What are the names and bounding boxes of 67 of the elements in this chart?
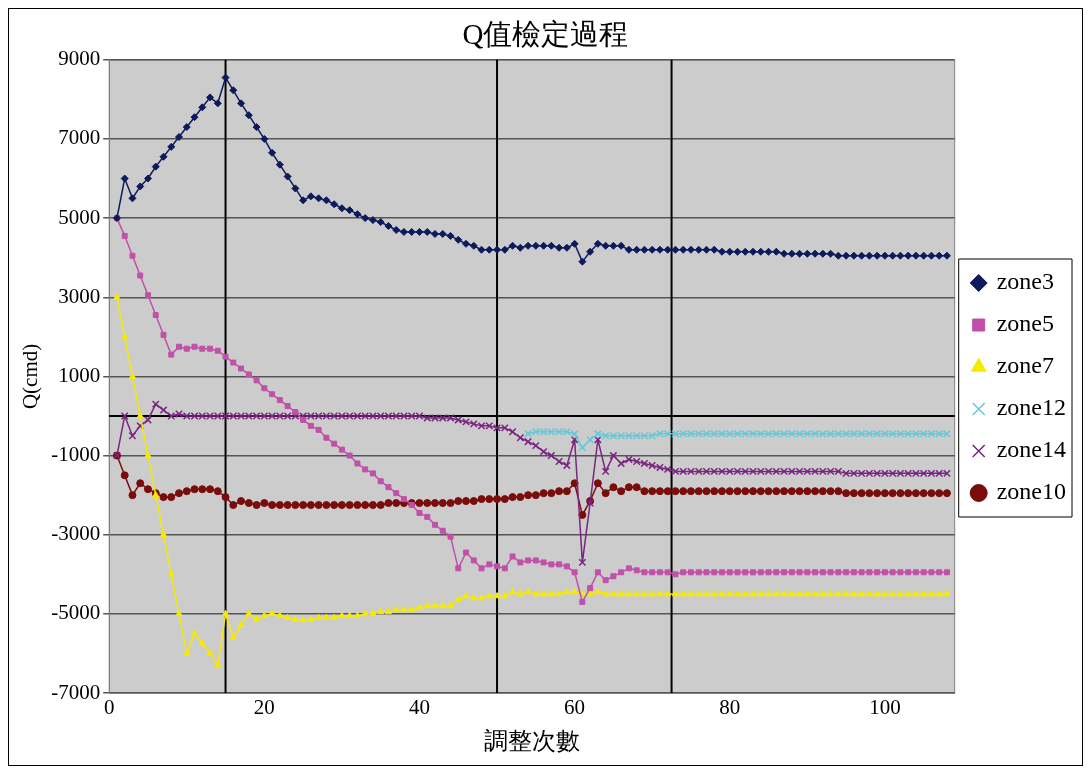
point: [694, 429, 703, 438]
x-axis-title: 調整次數: [483, 727, 580, 754]
chart-title: Q值檢定過程: [462, 18, 629, 51]
point: [671, 429, 680, 438]
point: [718, 429, 726, 438]
point: [741, 429, 750, 438]
point: [725, 429, 734, 438]
point: [911, 429, 920, 438]
point: [811, 429, 819, 438]
point: [943, 429, 951, 438]
point: [756, 429, 765, 438]
point: [687, 429, 695, 438]
point: [880, 429, 889, 438]
y-tick-label: 5000: [58, 204, 101, 229]
point: [593, 429, 602, 438]
y-tick-label: 3000: [58, 283, 101, 308]
x-tick-label: 40: [408, 695, 430, 720]
point: [826, 429, 835, 438]
legend-label: zone12: [996, 394, 1067, 421]
point: [787, 429, 796, 438]
legend-label: zone5: [996, 310, 1055, 337]
point: [656, 429, 664, 438]
point: [896, 429, 905, 438]
point: [764, 429, 773, 438]
y-tick-label: -5000: [51, 600, 101, 625]
point: [679, 429, 688, 438]
point: [865, 429, 874, 438]
point: [873, 429, 882, 438]
x-tick-label: 0: [103, 695, 115, 720]
y-axis-title: Q(cmd): [18, 343, 43, 410]
point: [919, 429, 928, 438]
x-tick-label: 60: [564, 695, 586, 720]
y-tick-label: -1000: [51, 442, 101, 467]
y-tick-label: 7000: [58, 125, 101, 150]
point: [531, 427, 540, 436]
point: [795, 429, 804, 438]
legend-label: zone7: [996, 352, 1055, 379]
point: [749, 429, 757, 438]
point: [562, 427, 571, 436]
y-tick-label: 9000: [58, 46, 101, 71]
point: [555, 427, 564, 436]
y-tick-label: 1000: [58, 362, 101, 387]
point: [904, 429, 913, 438]
point: [578, 443, 587, 452]
x-tick-label: 100: [869, 695, 901, 720]
x-tick-label: 20: [253, 695, 275, 720]
point: [803, 429, 812, 438]
point: [539, 427, 548, 436]
y-tick-label: -3000: [51, 521, 101, 546]
legend-label: zone10: [996, 478, 1067, 505]
legend-label: zone3: [996, 268, 1055, 295]
point: [772, 429, 781, 438]
x-tick-label: 80: [719, 695, 741, 720]
point: [888, 429, 897, 438]
point: [927, 429, 936, 438]
point: [818, 429, 827, 438]
point: [586, 435, 595, 444]
y-tick-label: -7000: [51, 679, 101, 704]
point: [834, 429, 843, 438]
point: [710, 429, 719, 438]
legend-label: zone14: [996, 436, 1067, 463]
point: [842, 429, 851, 438]
point: [663, 429, 672, 438]
point: [849, 429, 858, 438]
point: [524, 429, 532, 438]
point: [733, 429, 742, 438]
point: [570, 429, 579, 438]
